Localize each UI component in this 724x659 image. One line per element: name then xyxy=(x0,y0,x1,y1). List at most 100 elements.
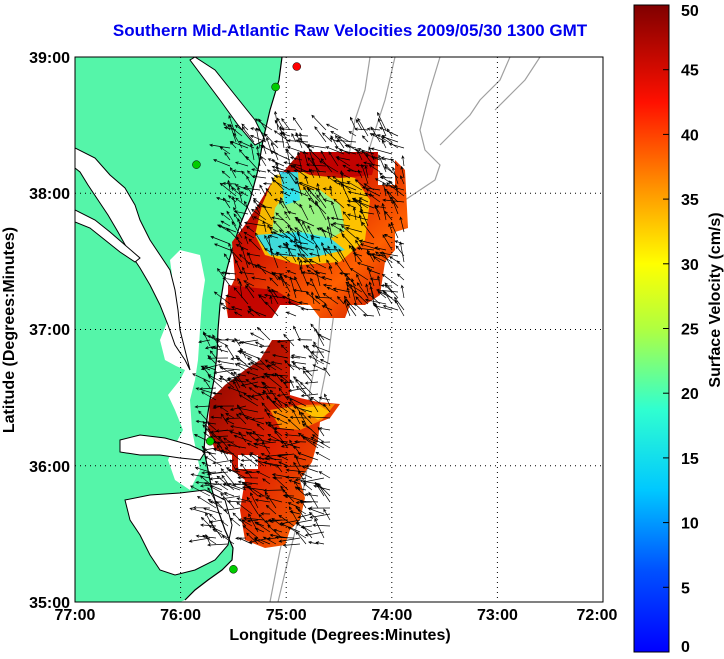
current-vector xyxy=(219,146,231,155)
current-vector xyxy=(240,453,259,467)
current-vector xyxy=(318,427,331,431)
current-vector xyxy=(267,285,279,305)
current-vector xyxy=(234,124,243,131)
current-vector xyxy=(356,282,369,299)
current-vector xyxy=(266,395,283,413)
current-vector xyxy=(381,137,399,149)
current-vector xyxy=(361,149,375,167)
current-vector xyxy=(241,246,249,269)
current-vector xyxy=(313,341,325,359)
current-vector xyxy=(246,283,255,293)
current-vector xyxy=(265,496,283,503)
current-vector xyxy=(308,540,319,545)
current-vector xyxy=(323,403,331,413)
current-vector xyxy=(242,186,261,191)
current-vector xyxy=(302,370,313,383)
current-vector xyxy=(344,298,357,311)
current-vector xyxy=(262,536,277,545)
current-vector xyxy=(289,156,303,161)
current-vector xyxy=(375,288,399,293)
current-vector xyxy=(258,294,267,305)
current-vector xyxy=(220,220,231,227)
current-vector xyxy=(242,516,265,521)
current-vector xyxy=(342,211,351,221)
current-vector xyxy=(295,505,307,521)
current-vector xyxy=(226,227,243,245)
current-vector xyxy=(271,177,285,191)
current-vector xyxy=(355,296,363,305)
current-vector xyxy=(246,252,261,257)
current-vector xyxy=(243,392,253,401)
current-vector xyxy=(262,204,273,221)
current-vector xyxy=(394,299,405,317)
current-vector xyxy=(308,259,327,269)
current-vector xyxy=(297,256,303,275)
current-vector xyxy=(236,236,243,251)
current-vector xyxy=(357,169,363,179)
current-vector xyxy=(332,287,351,293)
current-vector xyxy=(247,362,264,366)
current-vector xyxy=(311,157,321,179)
current-vector xyxy=(276,393,289,397)
current-vector xyxy=(322,198,333,203)
current-vector xyxy=(229,459,241,479)
current-vector xyxy=(390,222,399,239)
current-vector xyxy=(289,239,309,245)
current-vector xyxy=(290,188,309,197)
current-vector xyxy=(258,344,271,349)
current-vector xyxy=(353,290,369,305)
current-vector xyxy=(192,506,211,510)
current-vector xyxy=(321,276,333,281)
current-vector xyxy=(220,413,229,425)
current-vector xyxy=(225,344,235,359)
current-vector xyxy=(219,366,241,371)
x-tick-label: 76:00 xyxy=(160,607,201,624)
current-vector xyxy=(304,492,319,497)
current-vector xyxy=(226,499,247,504)
current-vector xyxy=(240,340,259,347)
current-vector xyxy=(298,499,319,503)
current-vector xyxy=(346,181,363,191)
current-vector xyxy=(300,307,321,311)
current-vector xyxy=(308,355,325,365)
current-vector xyxy=(277,453,295,458)
current-vector xyxy=(223,271,237,275)
current-vector xyxy=(206,422,217,431)
colorbar-tick-label: 20 xyxy=(681,386,699,403)
current-vector xyxy=(280,523,301,533)
current-vector xyxy=(316,227,327,233)
current-vector xyxy=(237,407,259,413)
current-vector xyxy=(326,286,339,293)
current-vector xyxy=(281,118,291,131)
current-vector xyxy=(251,168,267,173)
current-vector xyxy=(198,410,211,425)
current-vector xyxy=(276,339,295,344)
current-vector xyxy=(306,143,327,149)
current-vector xyxy=(266,536,277,541)
current-vector xyxy=(246,225,255,233)
current-vector xyxy=(200,516,211,527)
plot-border xyxy=(74,56,604,603)
current-vector xyxy=(254,118,273,131)
current-vector xyxy=(233,380,241,395)
current-vector xyxy=(362,186,381,191)
current-vector xyxy=(236,362,259,371)
current-vector xyxy=(254,521,271,533)
current-vector xyxy=(192,373,211,383)
current-vector xyxy=(311,344,331,353)
current-vector xyxy=(223,253,231,263)
current-vector xyxy=(380,175,393,185)
current-vector xyxy=(279,272,291,293)
current-vector xyxy=(311,114,327,131)
current-vector xyxy=(254,265,273,275)
current-vector xyxy=(301,253,315,269)
current-vector xyxy=(379,251,399,257)
current-vector xyxy=(313,270,327,275)
current-vector xyxy=(271,165,291,173)
current-vector xyxy=(327,245,333,257)
current-vector xyxy=(378,127,399,137)
current-vector xyxy=(265,504,277,515)
current-vector xyxy=(226,443,247,449)
current-vector xyxy=(198,339,211,344)
current-vector xyxy=(374,246,387,251)
